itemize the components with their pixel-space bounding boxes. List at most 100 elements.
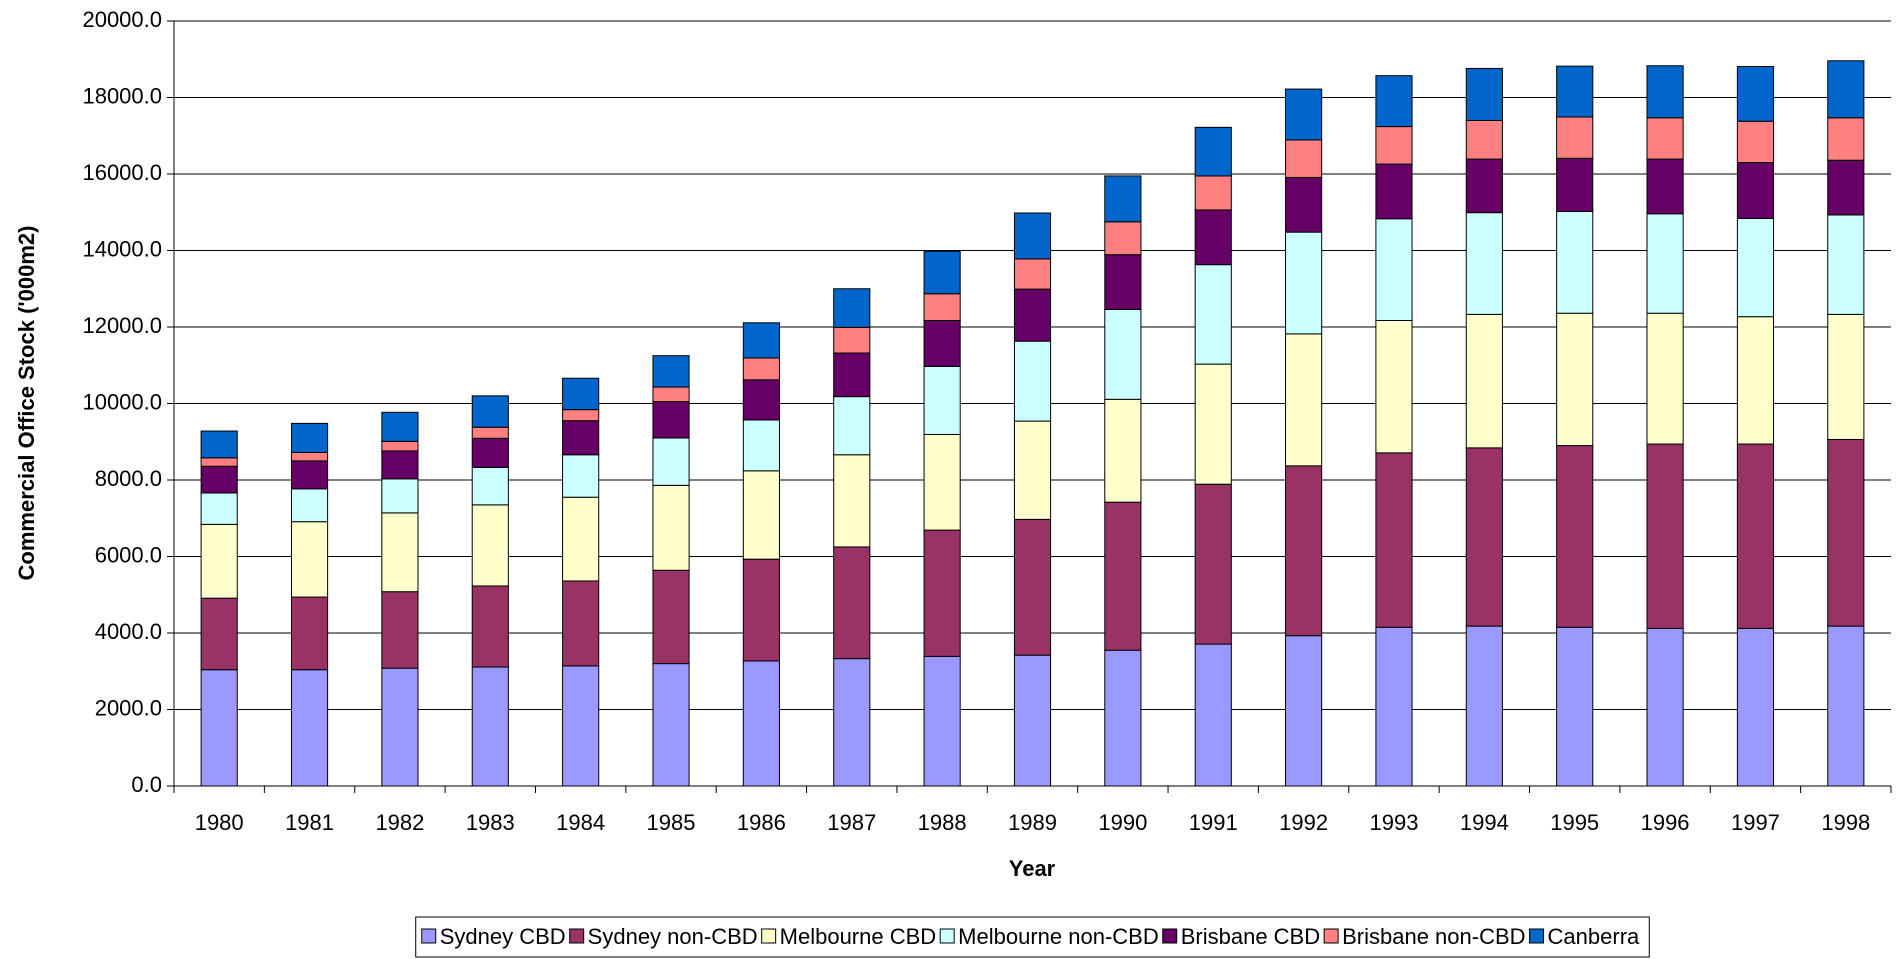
x-tick-label: 1997 bbox=[1731, 810, 1780, 835]
bar-segment bbox=[1104, 175, 1142, 223]
legend-swatch bbox=[421, 928, 437, 944]
bar-segment bbox=[1375, 126, 1413, 165]
bar-segment bbox=[923, 655, 961, 787]
x-tick-label: 1984 bbox=[556, 810, 605, 835]
x-tick-label: 1982 bbox=[375, 810, 424, 835]
bar-segment bbox=[1465, 212, 1503, 315]
bar-segment bbox=[1646, 158, 1684, 215]
bar-segment bbox=[833, 326, 871, 354]
bar-segment bbox=[290, 521, 329, 598]
bar-segment bbox=[652, 355, 690, 388]
bar-segment bbox=[833, 288, 871, 328]
bar-segment bbox=[1375, 626, 1413, 787]
bar-segment bbox=[1104, 649, 1142, 787]
bar-segment bbox=[1194, 209, 1232, 266]
legend-swatch bbox=[1323, 928, 1339, 944]
bar-segment bbox=[652, 386, 690, 403]
bar-segment bbox=[1465, 313, 1503, 449]
bar-segment bbox=[471, 426, 509, 439]
y-axis-title: Commercial Office Stock ('000m2) bbox=[14, 226, 39, 581]
bar-segment bbox=[381, 667, 419, 787]
bar-segment bbox=[1736, 627, 1775, 787]
y-tick-label: 20000.0 bbox=[82, 7, 162, 32]
bar-segment bbox=[1556, 65, 1594, 118]
bar-segment bbox=[200, 457, 238, 467]
bar-segment bbox=[200, 465, 238, 494]
legend-swatch bbox=[569, 928, 585, 944]
bar-segment bbox=[1556, 157, 1594, 212]
x-tick-label: 1988 bbox=[918, 810, 967, 835]
bar-segment bbox=[1375, 163, 1413, 220]
bar-segment bbox=[1827, 159, 1865, 216]
bar-segment bbox=[652, 484, 690, 571]
bar-segment bbox=[562, 454, 600, 498]
x-tick-label: 1981 bbox=[285, 810, 334, 835]
legend-label: Canberra bbox=[1548, 924, 1640, 949]
bar-segment bbox=[742, 379, 780, 421]
bar-segment bbox=[1646, 213, 1684, 314]
bar-segment bbox=[290, 669, 329, 787]
bar-segment bbox=[1285, 88, 1323, 141]
bar-segment bbox=[200, 669, 238, 787]
x-tick-label: 1980 bbox=[195, 810, 244, 835]
bar-segment bbox=[1285, 465, 1323, 637]
bar-segment bbox=[1736, 443, 1775, 629]
bar-segment bbox=[1285, 231, 1323, 335]
bar-segment bbox=[1194, 483, 1232, 645]
bar-segment bbox=[742, 470, 780, 560]
bar-segment bbox=[1013, 654, 1052, 787]
bar-segment bbox=[290, 488, 329, 523]
x-tick-label: 1998 bbox=[1821, 810, 1870, 835]
legend-label: Melbourne non-CBD bbox=[958, 924, 1159, 949]
bar-segment bbox=[562, 420, 600, 456]
bar-segment bbox=[1375, 319, 1413, 454]
bar-segment bbox=[471, 585, 509, 668]
bar-segment bbox=[1013, 288, 1052, 342]
bar-segment bbox=[1646, 65, 1684, 119]
bar-segment bbox=[1285, 176, 1323, 233]
bar-segment bbox=[1646, 117, 1684, 160]
bar-segment bbox=[1736, 217, 1775, 318]
legend-swatch bbox=[939, 928, 955, 944]
bar-segment bbox=[1827, 625, 1865, 787]
x-tick-label: 1991 bbox=[1189, 810, 1238, 835]
y-tick-label: 4000.0 bbox=[95, 619, 162, 644]
y-tick-label: 2000.0 bbox=[95, 695, 162, 720]
bar-segment bbox=[1104, 501, 1142, 651]
bar-segment bbox=[471, 395, 509, 428]
bar-segment bbox=[381, 478, 419, 514]
bar-segment bbox=[1827, 214, 1865, 315]
bar-segment bbox=[1556, 626, 1594, 787]
bar-segment bbox=[562, 377, 600, 411]
y-tick-label: 14000.0 bbox=[82, 236, 162, 261]
bar-segment bbox=[1375, 75, 1413, 128]
y-tick-label: 10000.0 bbox=[82, 389, 162, 414]
bar-segment bbox=[562, 409, 600, 422]
bar-segment bbox=[1104, 254, 1142, 310]
bar-segment bbox=[381, 440, 419, 452]
bar-segment bbox=[742, 322, 780, 359]
bar-segment bbox=[742, 357, 780, 381]
bar-segment bbox=[381, 450, 419, 480]
x-tick-label: 1993 bbox=[1369, 810, 1418, 835]
bar-segment bbox=[1646, 312, 1684, 445]
legend-label: Sydney CBD bbox=[440, 924, 566, 949]
bar-segment bbox=[1104, 308, 1142, 400]
bar-segment bbox=[833, 454, 871, 548]
y-tick-label: 0.0 bbox=[131, 772, 162, 797]
bar-segment bbox=[290, 451, 329, 462]
bar-segment bbox=[290, 596, 329, 671]
y-tick-label: 6000.0 bbox=[95, 542, 162, 567]
bar-segment bbox=[1194, 264, 1232, 365]
bar-segment bbox=[1013, 340, 1052, 422]
bar-segment bbox=[1556, 445, 1594, 628]
bar-segment bbox=[200, 430, 238, 459]
bar-segment bbox=[1465, 67, 1503, 121]
bar-segment bbox=[1827, 117, 1865, 161]
bar-segment bbox=[1013, 518, 1052, 656]
bar-segment bbox=[1827, 313, 1865, 440]
bar-segment bbox=[200, 492, 238, 525]
bar-segment bbox=[381, 512, 419, 593]
